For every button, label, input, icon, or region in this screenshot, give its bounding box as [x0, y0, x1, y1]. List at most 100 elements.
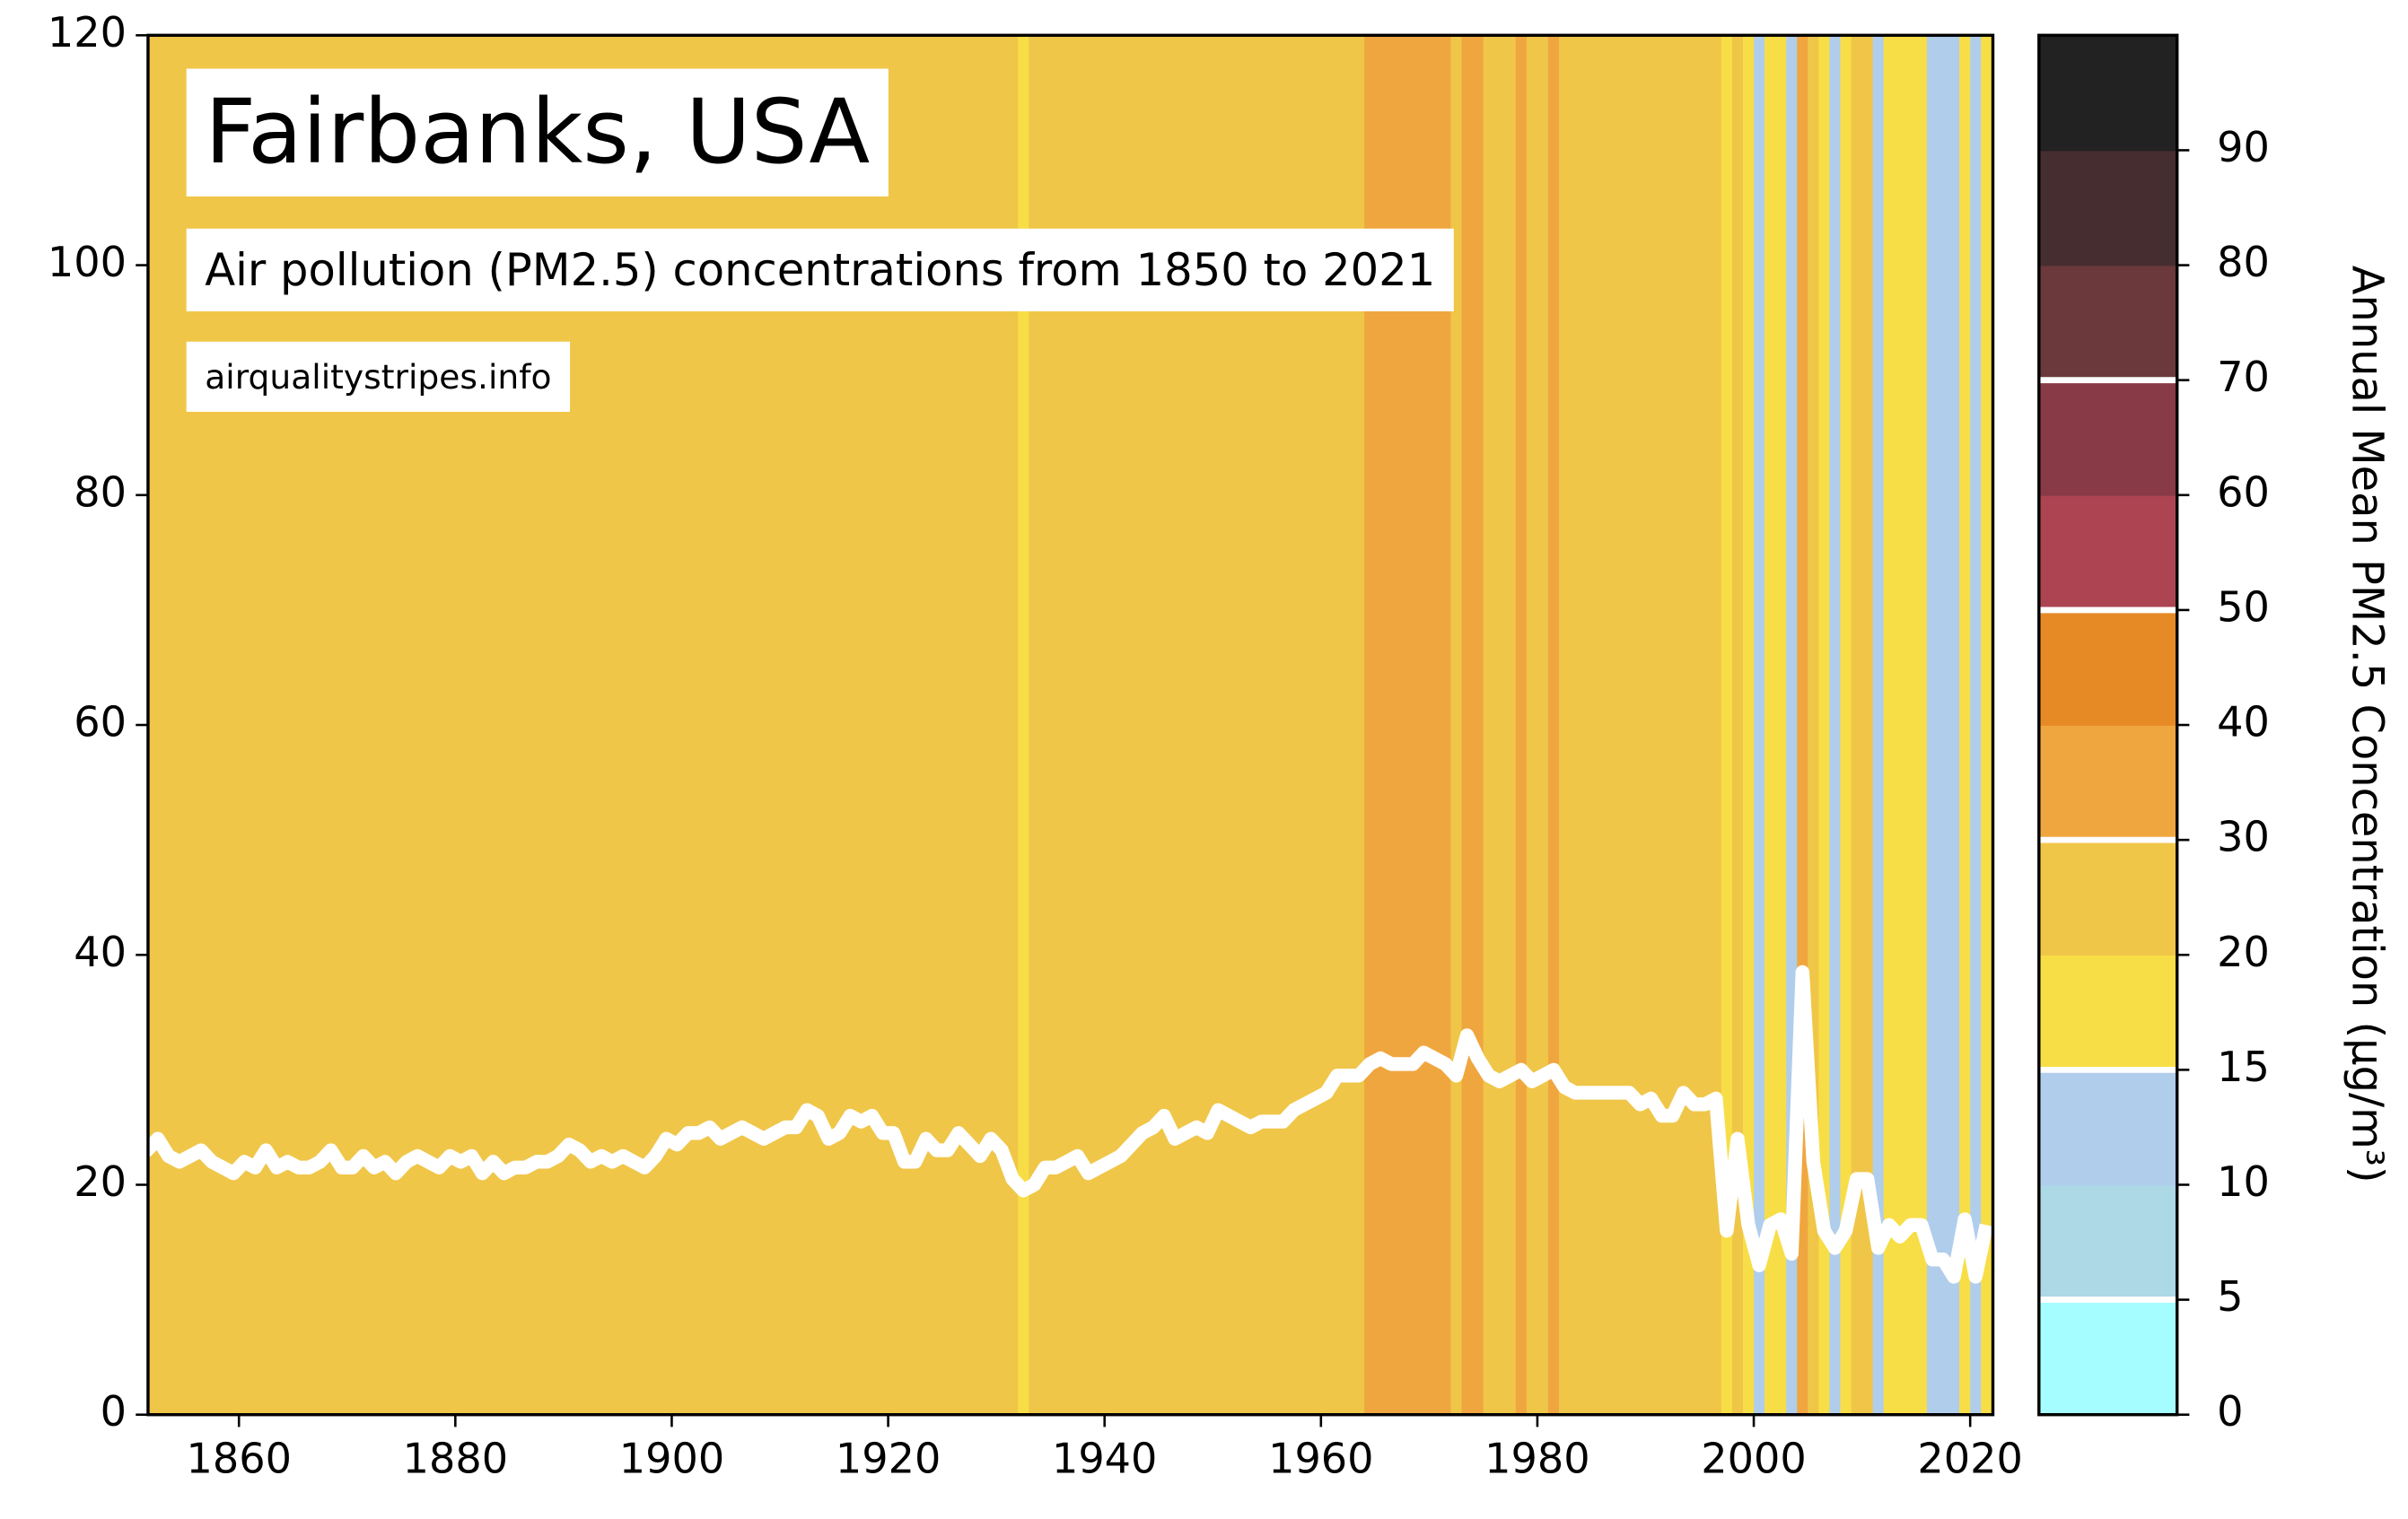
- colorbar-tick-label: 70: [2217, 353, 2270, 401]
- stripe: [617, 35, 630, 1415]
- stripe: [941, 35, 954, 1415]
- stripe: [1234, 35, 1247, 1415]
- stripe: [639, 35, 652, 1415]
- colorbar-segment: [2038, 35, 2177, 152]
- stripe: [1667, 35, 1679, 1415]
- stripe: [1115, 35, 1127, 1415]
- colorbar-segment: [2038, 1299, 2177, 1416]
- chart-title: Fairbanks, USA: [205, 81, 870, 184]
- stripe: [1007, 35, 1020, 1415]
- stripe: [1537, 35, 1549, 1415]
- colorbar-tick-label: 0: [2217, 1387, 2243, 1436]
- stripe: [1970, 35, 1983, 1415]
- stripe: [985, 35, 997, 1415]
- stripe: [1245, 35, 1257, 1415]
- x-tick-label: 2000: [1701, 1435, 1806, 1483]
- source-label: airqualitystripes.info: [205, 357, 551, 397]
- stripe: [736, 35, 749, 1415]
- stripe: [768, 35, 781, 1415]
- colorbar-tick-label: 30: [2217, 813, 2270, 861]
- stripe: [1061, 35, 1073, 1415]
- stripe: [152, 35, 164, 1415]
- y-tick-label: 60: [74, 698, 127, 746]
- stripe: [1288, 35, 1300, 1415]
- y-tick-label: 80: [74, 467, 127, 516]
- stripe: [1169, 35, 1181, 1415]
- colorbar-segment: [2038, 380, 2177, 496]
- stripe: [1093, 35, 1106, 1415]
- y-tick-label: 0: [101, 1387, 127, 1436]
- stripe: [596, 35, 608, 1415]
- colorbar-segment: [2038, 1069, 2177, 1186]
- stripe: [1624, 35, 1636, 1415]
- stripe: [1731, 35, 1744, 1415]
- stripe: [920, 35, 933, 1415]
- stripe: [1591, 35, 1604, 1415]
- stripe: [162, 35, 175, 1415]
- y-tick-label: 40: [74, 928, 127, 976]
- stripe: [757, 35, 770, 1415]
- stripe: [855, 35, 868, 1415]
- stripe: [1840, 35, 1852, 1415]
- colorbar-tick-label: 15: [2217, 1043, 2270, 1091]
- stripe: [812, 35, 825, 1415]
- stripe: [1223, 35, 1236, 1415]
- stripe: [1082, 35, 1095, 1415]
- stripe: [1872, 35, 1885, 1415]
- stripe: [931, 35, 943, 1415]
- stripe: [1039, 35, 1052, 1415]
- stripe: [747, 35, 759, 1415]
- stripe: [1320, 35, 1333, 1415]
- colorbar-tick-label: 10: [2217, 1157, 2270, 1206]
- stripe: [1493, 35, 1506, 1415]
- stripe: [1547, 35, 1560, 1415]
- y-tick-label: 20: [74, 1157, 127, 1206]
- x-tick-label: 1860: [186, 1435, 291, 1483]
- stripe: [1213, 35, 1225, 1415]
- stripe: [1742, 35, 1755, 1415]
- stripe: [1959, 35, 1972, 1415]
- stripe: [725, 35, 738, 1415]
- stripe: [1764, 35, 1777, 1415]
- stripe: [1559, 35, 1571, 1415]
- stripe: [1136, 35, 1149, 1415]
- stripe: [1504, 35, 1517, 1415]
- x-tick-label: 1940: [1052, 1435, 1157, 1483]
- stripe: [975, 35, 986, 1415]
- stripe: [1180, 35, 1193, 1415]
- stripe: [607, 35, 619, 1415]
- x-tick-label: 1920: [836, 1435, 941, 1483]
- data-line: [147, 965, 1993, 1284]
- stripe: [1775, 35, 1788, 1415]
- label-box: [186, 341, 571, 412]
- colorbar-segment: [2038, 150, 2177, 266]
- stripe: [1018, 35, 1030, 1415]
- stripe: [801, 35, 814, 1415]
- stripe: [1125, 35, 1138, 1415]
- stripe: [877, 35, 889, 1415]
- stripe: [1938, 35, 1949, 1415]
- y-tick-label: 100: [48, 238, 127, 286]
- stripe: [1981, 35, 1993, 1415]
- stripe: [834, 35, 846, 1415]
- stripe: [1721, 35, 1733, 1415]
- colorbar-segment: [2038, 265, 2177, 381]
- stripe: [866, 35, 879, 1415]
- label-box: [186, 228, 1454, 311]
- stripe: [714, 35, 727, 1415]
- stripe: [1581, 35, 1593, 1415]
- stripe: [1894, 35, 1906, 1415]
- stripe: [704, 35, 716, 1415]
- stripe: [671, 35, 684, 1415]
- stripe: [1656, 35, 1668, 1415]
- stripe: [1050, 35, 1063, 1415]
- stripe: [585, 35, 597, 1415]
- stripe: [1461, 35, 1474, 1415]
- stripe: [1515, 35, 1528, 1415]
- stripe: [1688, 35, 1701, 1415]
- stripe: [1191, 35, 1204, 1415]
- stripe: [650, 35, 662, 1415]
- colorbar-segment: [2038, 725, 2177, 841]
- x-tick-label: 1900: [619, 1435, 724, 1483]
